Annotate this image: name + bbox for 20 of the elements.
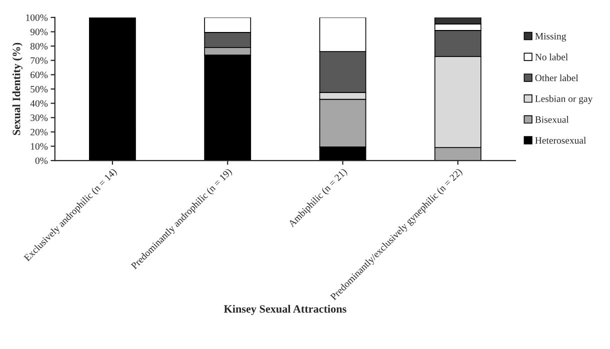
y-tick-label: 60% [30,72,48,78]
legend-label: Lesbian or gay [535,95,593,104]
y-tick-label: 70% [30,57,48,64]
y-axis-title: Sexual Identity (%) [12,42,22,136]
y-tick-label: 30% [30,114,48,122]
legend-label: Bisexual [535,116,569,123]
y-tick-label: 10% [30,143,48,150]
y-tick-label: 0% [35,157,48,164]
legend-label: Other label [535,74,578,82]
legend-label: Missing [535,32,566,42]
y-tick-label: 20% [30,128,48,136]
legend-label: No label [535,54,568,60]
bar [89,17,136,161]
legend-label: Heterosexual [535,136,586,144]
y-tick-label: 40% [30,100,48,107]
y-tick-label: 100% [26,14,48,21]
y-tick-label: 80% [30,42,48,50]
x-axis-title: Kinsey Sexual Attractions [224,304,346,315]
y-tick-label: 90% [30,28,48,36]
y-tick-label: 50% [30,86,48,92]
